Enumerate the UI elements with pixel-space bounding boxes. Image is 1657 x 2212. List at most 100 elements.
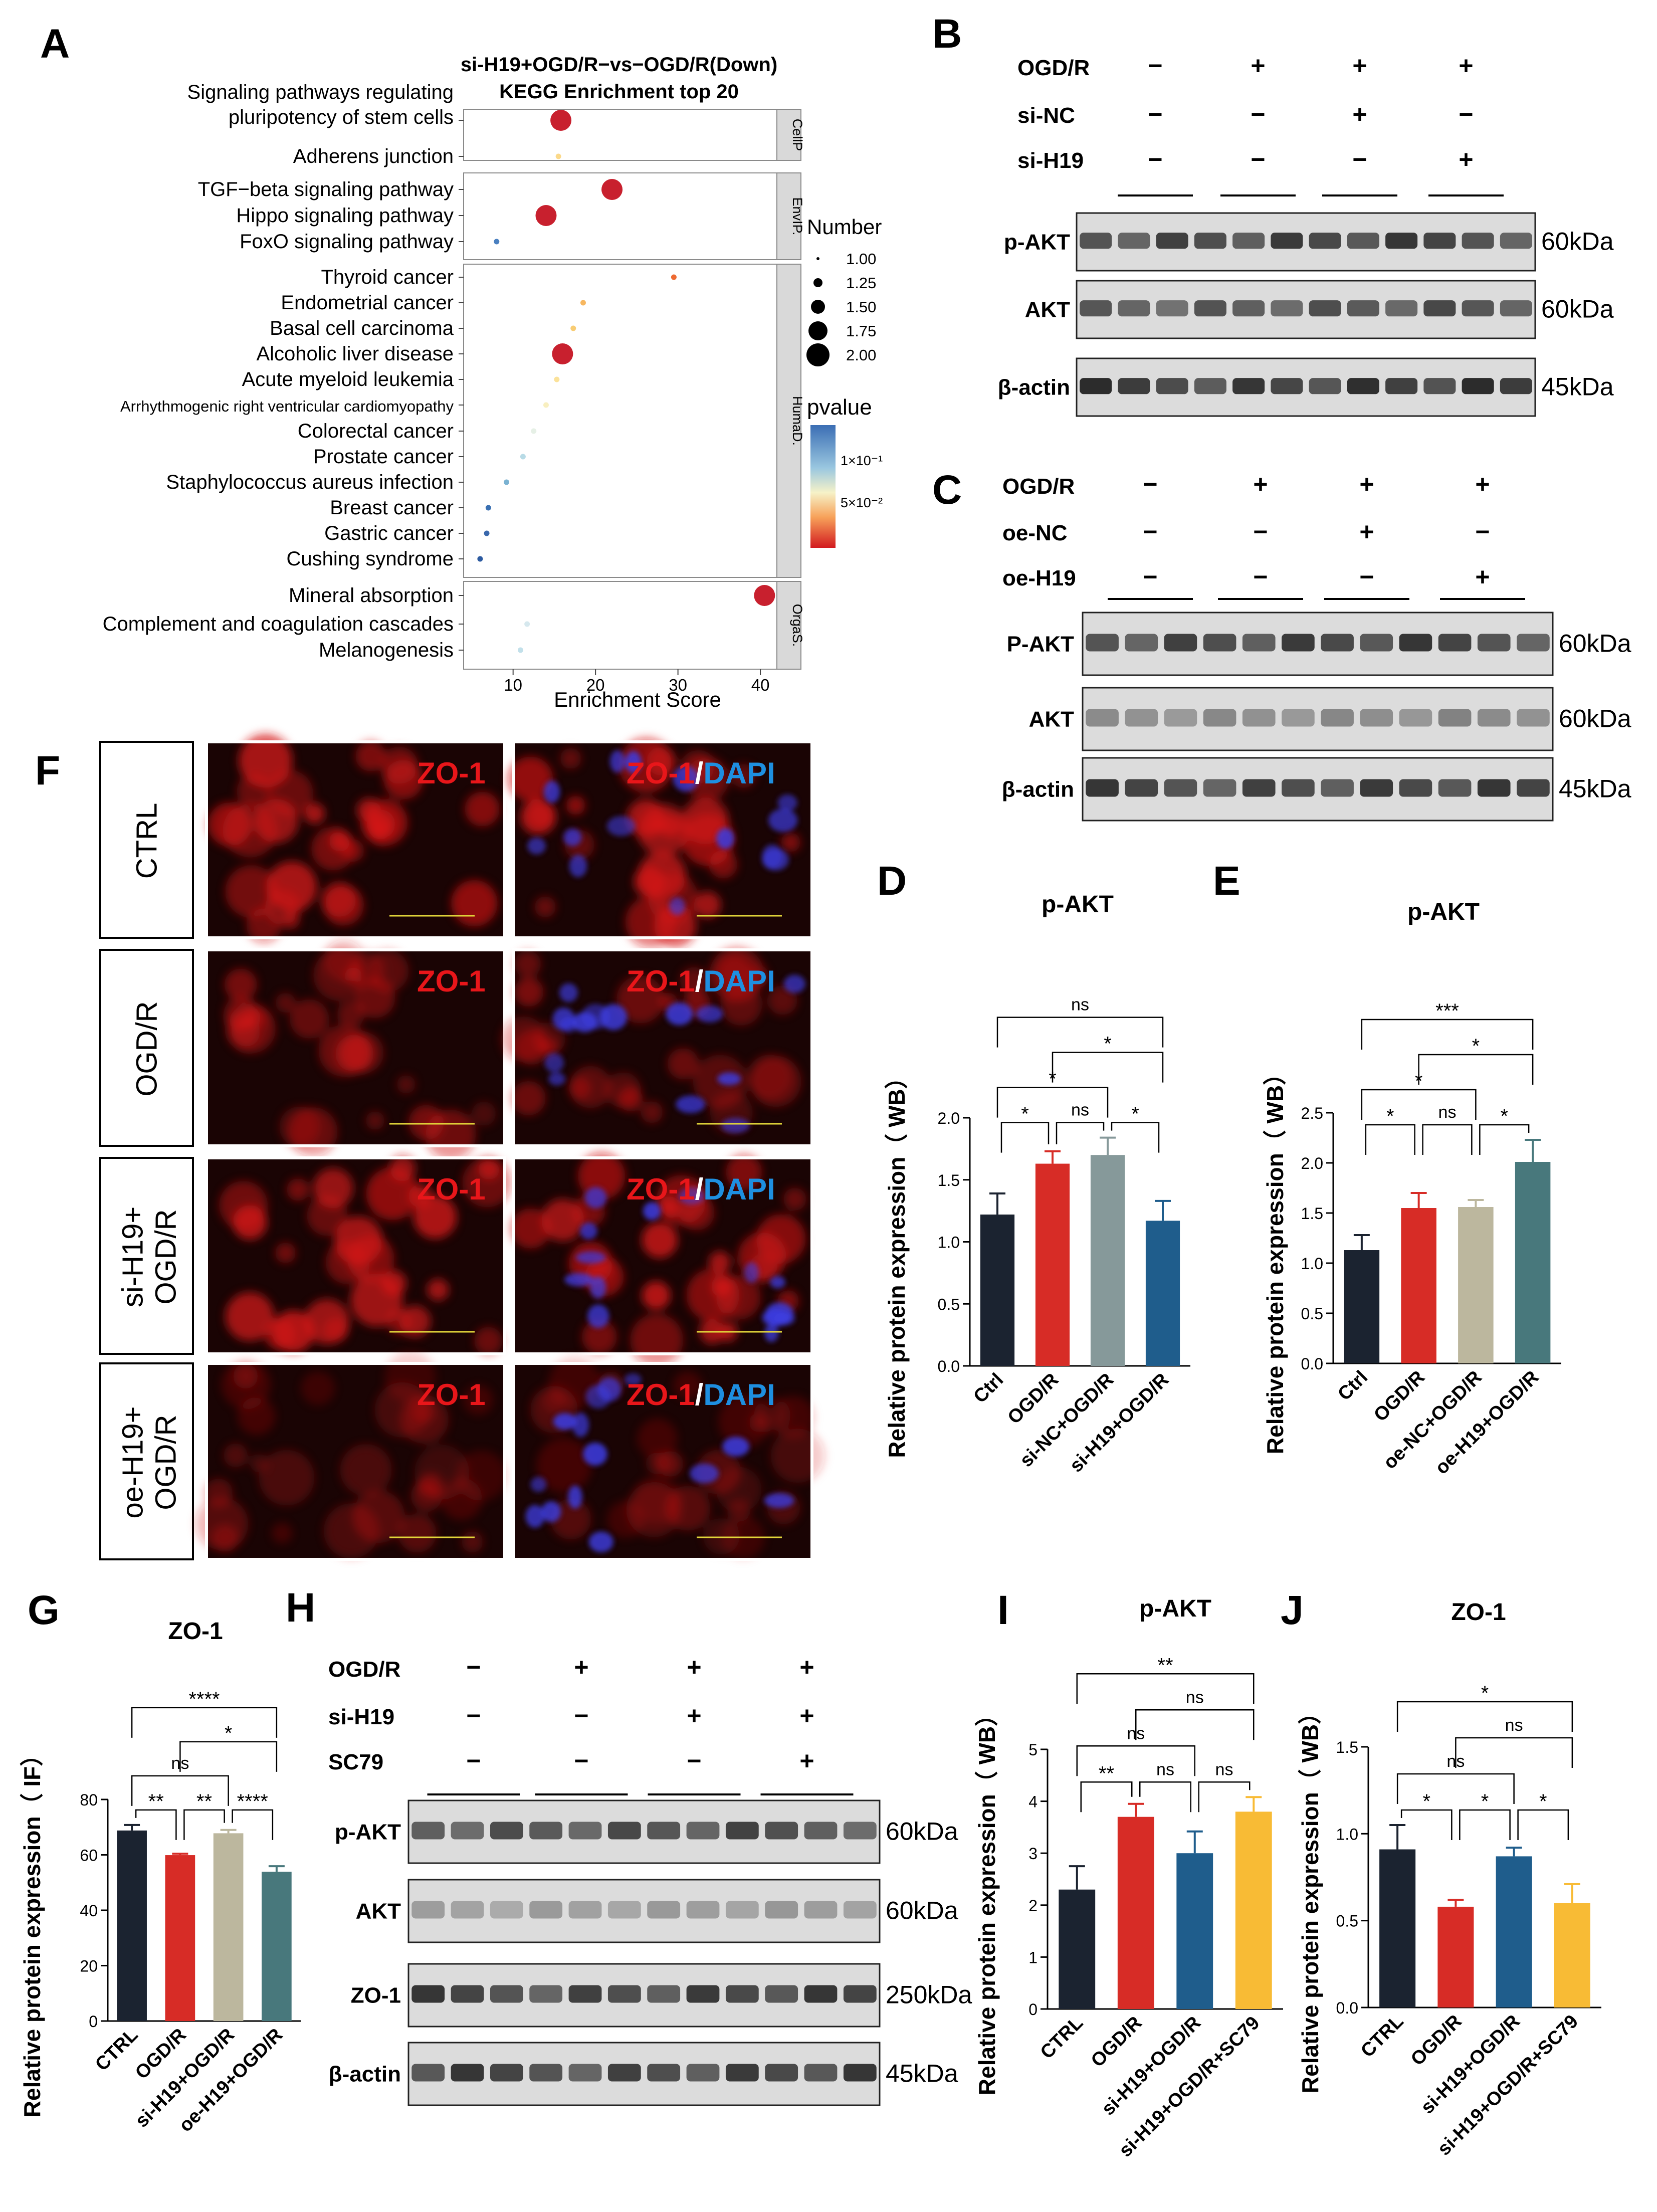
kegg-bubble bbox=[552, 343, 573, 364]
bar bbox=[1554, 1903, 1590, 2007]
significance-bracket bbox=[1459, 1809, 1511, 1840]
significance-bracket bbox=[1000, 1122, 1050, 1153]
if-dapi-nucleus bbox=[559, 1017, 578, 1033]
x-category-label: oe-NC+OGD/R bbox=[1379, 1367, 1486, 1474]
condition-label: OGD/R bbox=[1017, 56, 1090, 80]
if-zo1-signal bbox=[408, 1184, 432, 1208]
legend-number-title: Number bbox=[807, 215, 882, 239]
if-zo1-signal bbox=[465, 791, 500, 827]
band-kda-label: 45kDa bbox=[1541, 373, 1614, 401]
if-zo1-signal bbox=[396, 1075, 416, 1094]
if-image-border bbox=[512, 1362, 813, 1561]
band-kda-label: 250kDa bbox=[886, 1981, 972, 2009]
if-dapi-nucleus bbox=[568, 1485, 582, 1509]
condition-mark: + bbox=[1359, 518, 1374, 546]
if-dapi-nucleus bbox=[583, 1443, 607, 1466]
if-row-label: si-H19+ bbox=[117, 1206, 149, 1307]
if-zo1-signal bbox=[301, 1371, 335, 1405]
if-dapi-nucleus bbox=[572, 1413, 589, 1437]
chart-title: ZO-1 bbox=[1451, 1599, 1506, 1626]
if-dapi-nucleus bbox=[676, 1095, 705, 1113]
if-zo1-signal bbox=[471, 1101, 496, 1126]
protein-band bbox=[568, 2064, 602, 2082]
significance-bracket bbox=[131, 1775, 229, 1806]
if-zo1-signal bbox=[389, 1155, 416, 1181]
kegg-enrichment-chart: si-H19+OGD/R−vs−OGD/R(Down) KEGG Enrichm… bbox=[103, 54, 883, 711]
if-zo1-signal bbox=[726, 1154, 762, 1190]
protein-band bbox=[1232, 378, 1265, 394]
protein-band bbox=[1118, 378, 1150, 394]
if-dapi-nucleus bbox=[762, 849, 789, 871]
y-tick-label: 80 bbox=[80, 1791, 98, 1809]
protein-band bbox=[1477, 709, 1511, 727]
condition-label: si-H19 bbox=[328, 1705, 394, 1729]
significance-label: ** bbox=[1157, 1654, 1173, 1676]
condition-mark: + bbox=[687, 1653, 701, 1681]
condition-mark: − bbox=[574, 1747, 588, 1775]
if-dapi-nucleus bbox=[768, 809, 798, 832]
if-dapi-nucleus bbox=[690, 1463, 719, 1484]
protein-band bbox=[686, 1822, 720, 1840]
if-label-merge: ZO-1/DAPI bbox=[627, 1172, 775, 1206]
if-zo1-signal bbox=[279, 1106, 320, 1147]
if-label-zo1: ZO-1 bbox=[417, 964, 486, 998]
kegg-term-label: Colorectal cancer bbox=[298, 420, 454, 442]
kegg-strip-label: OrgaS. bbox=[790, 604, 805, 647]
if-zo1-signal bbox=[281, 911, 300, 929]
kegg-bubble bbox=[520, 454, 526, 460]
if-signal-layer bbox=[219, 1155, 512, 1355]
protein-band bbox=[1282, 709, 1315, 727]
band-label: p-AKT bbox=[335, 1820, 401, 1845]
x-category-label: Ctrl bbox=[969, 1369, 1007, 1407]
if-zo1-signal bbox=[259, 1450, 315, 1506]
significance-bracket bbox=[1396, 1773, 1515, 1804]
if-zo1-signal bbox=[686, 1268, 740, 1322]
kegg-term-label: Arrhythmogenic right ventricular cardiom… bbox=[120, 397, 454, 415]
condition-mark: − bbox=[466, 1747, 481, 1775]
if-zo1-signal bbox=[237, 773, 272, 809]
significance-bracket bbox=[1418, 1054, 1534, 1085]
if-dapi-nucleus bbox=[559, 983, 578, 1002]
if-zo1-signal bbox=[340, 1444, 392, 1496]
y-tick-label: 0.5 bbox=[938, 1295, 960, 1313]
y-axis-label: Relative protein expression（ WB） bbox=[1297, 1701, 1323, 2093]
protein-band bbox=[529, 1901, 563, 1919]
if-zo1-signal bbox=[383, 760, 424, 799]
if-zo1-signal bbox=[703, 1518, 740, 1555]
protein-band bbox=[1242, 709, 1276, 727]
significance-label: ns bbox=[1505, 1716, 1523, 1735]
protein-band bbox=[411, 1985, 445, 2003]
kegg-bubble bbox=[517, 647, 523, 653]
if-zo1-signal bbox=[696, 1449, 741, 1495]
protein-band bbox=[490, 2064, 523, 2082]
if-zo1-image bbox=[195, 1351, 507, 1561]
bar bbox=[213, 1833, 244, 2021]
if-image-border bbox=[205, 1156, 506, 1355]
if-label-slash: / bbox=[695, 1172, 704, 1206]
y-tick-label: 1 bbox=[1028, 1948, 1038, 1966]
if-dapi-nucleus bbox=[609, 750, 625, 773]
panel-letter-f: F bbox=[35, 748, 60, 793]
significance-bracket bbox=[1056, 1122, 1105, 1144]
if-merge-image bbox=[510, 1152, 813, 1367]
if-zo1-signal bbox=[427, 1279, 449, 1301]
protein-band bbox=[1164, 709, 1197, 727]
condition-mark: − bbox=[1253, 563, 1268, 591]
band-label: β-actin bbox=[1002, 777, 1074, 802]
if-label-dapi: DAPI bbox=[703, 1172, 775, 1206]
y-tick-label: 1.5 bbox=[1336, 1738, 1358, 1756]
y-tick-label: 40 bbox=[80, 1902, 98, 1920]
protein-band bbox=[490, 1901, 523, 1919]
if-zo1-signal bbox=[425, 1109, 476, 1160]
if-zo1-signal bbox=[540, 1037, 559, 1057]
legend-pvalue-title: pvalue bbox=[807, 395, 872, 420]
panel-letter-c: C bbox=[932, 467, 962, 513]
significance-label: * bbox=[1481, 1790, 1489, 1813]
significance-bracket bbox=[1422, 1124, 1473, 1155]
significance-bracket bbox=[135, 1809, 177, 1840]
chart-title: p-AKT bbox=[1407, 899, 1480, 925]
blot-strip-frame bbox=[407, 1799, 881, 1864]
protein-band bbox=[804, 2064, 838, 2082]
significance-bracket bbox=[1080, 1781, 1133, 1813]
protein-band bbox=[607, 1822, 641, 1840]
